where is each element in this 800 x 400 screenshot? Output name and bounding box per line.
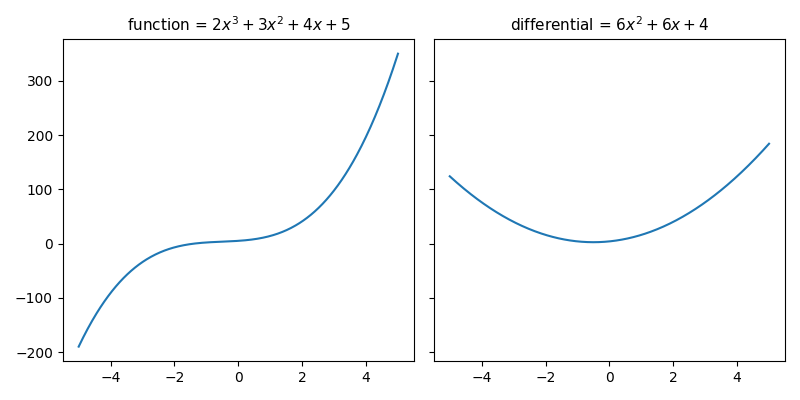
Title: function = $2x^3 + 3x^2 + 4x + 5$: function = $2x^3 + 3x^2 + 4x + 5$ — [126, 15, 350, 34]
Title: differential = $6x^2 + 6x + 4$: differential = $6x^2 + 6x + 4$ — [510, 15, 709, 34]
